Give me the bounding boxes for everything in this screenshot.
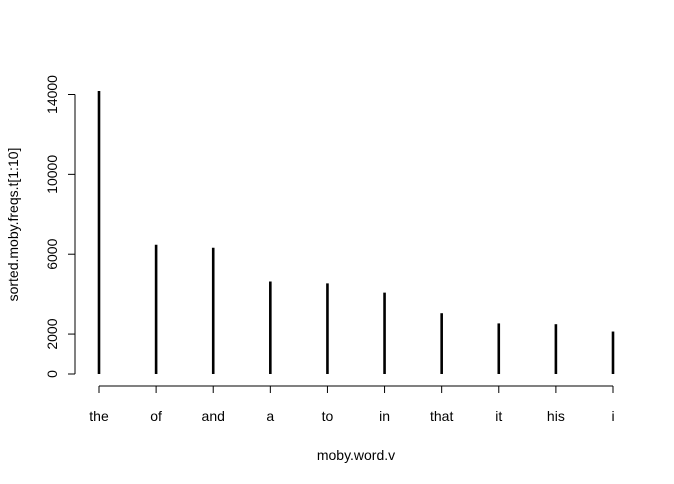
data-series [97,91,615,374]
y-axis-title: sorted.moby.freqs.t[1:10] [5,148,21,302]
x-tick-label: it [495,408,502,424]
y-axis: 0 2000 6000 10000 14000 [44,75,76,378]
x-tick-label: in [379,408,390,424]
x-tick-label: of [150,408,162,424]
y-tick-label: 14000 [44,75,60,114]
x-tick-label: and [202,408,225,424]
x-tick-label: a [266,408,274,424]
x-tick-label: i [611,408,614,424]
x-axis-title: moby.word.v [317,447,395,463]
y-tick-label: 10000 [44,155,60,194]
x-tick-label: that [430,408,453,424]
y-tick-label: 0 [44,370,60,378]
x-tick-label: his [547,408,565,424]
y-tick-label: 6000 [44,238,60,269]
x-tick-label: to [322,408,334,424]
x-axis: the of and a to in that it his i [89,385,615,424]
y-tick-label: 2000 [44,318,60,349]
x-tick-label: the [89,408,109,424]
